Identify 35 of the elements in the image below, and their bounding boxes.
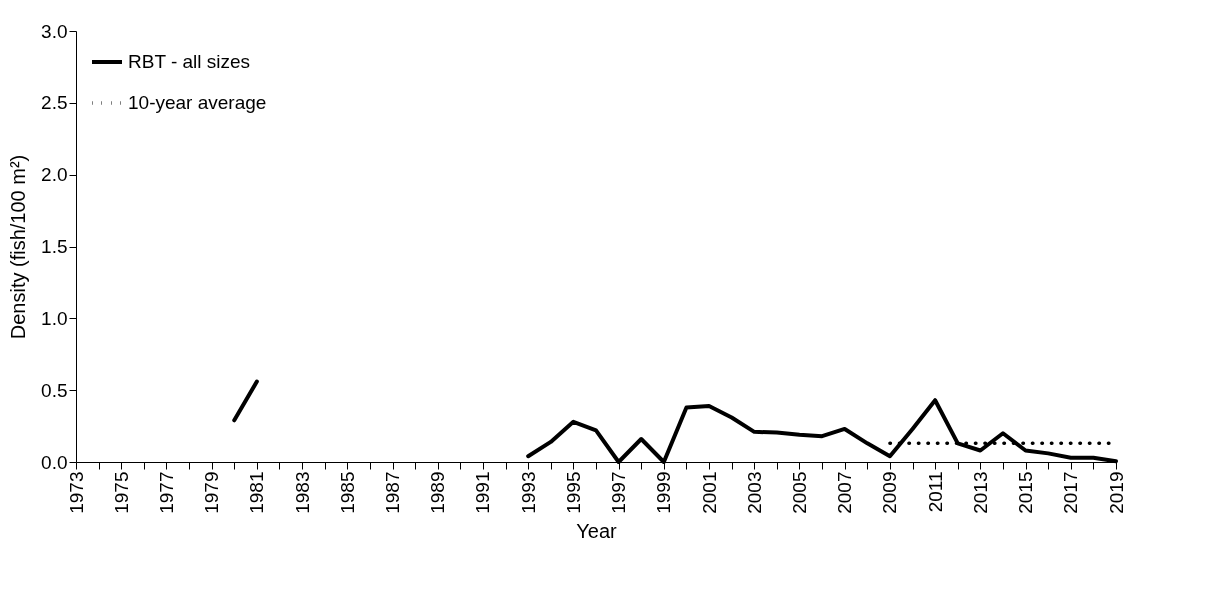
x-tick-label: 1981 xyxy=(246,471,268,514)
x-tick-label: 2019 xyxy=(1105,471,1127,514)
x-tick-label: 1999 xyxy=(653,471,675,514)
legend-label: 10-year average xyxy=(128,92,267,113)
x-tick-label: 2011 xyxy=(924,471,946,513)
x-tick-label: 1991 xyxy=(472,471,494,514)
x-tick-label: 2001 xyxy=(698,471,720,514)
x-tick-label: 2015 xyxy=(1015,471,1037,514)
x-tick-label: 1983 xyxy=(291,471,313,514)
y-tick-label: 1.5 xyxy=(41,236,68,257)
x-tick-label: 1985 xyxy=(336,471,358,514)
x-axis-title: Year xyxy=(576,519,618,542)
y-tick-label: 0.0 xyxy=(41,451,68,473)
x-tick-label: 2009 xyxy=(879,471,901,514)
x-tick-label: 1987 xyxy=(382,471,404,514)
x-tick-label: 2003 xyxy=(743,471,765,514)
x-tick-label: 1979 xyxy=(201,471,223,514)
x-tick-label: 1997 xyxy=(608,471,630,514)
x-tick-label: 1989 xyxy=(427,471,449,514)
x-tick-label: 1975 xyxy=(110,471,132,514)
x-tick-label: 1995 xyxy=(562,471,584,514)
y-tick-label: 1.0 xyxy=(41,307,68,329)
x-tick-label: 2005 xyxy=(788,471,810,514)
legend-label: RBT - all sizes xyxy=(128,51,251,72)
y-tick-label: 2.0 xyxy=(41,164,68,186)
x-tick-label: 2007 xyxy=(834,471,856,514)
x-tick-label: 2013 xyxy=(969,471,991,514)
y-axis-title: Density (fish/100 m²) xyxy=(7,154,30,340)
y-tick-label: 3.0 xyxy=(41,20,68,42)
x-tick-label: 1977 xyxy=(155,471,177,514)
x-tick-label: 1973 xyxy=(65,471,87,514)
x-tick-label: 2017 xyxy=(1060,471,1082,514)
y-tick-label: 2.5 xyxy=(41,92,68,114)
y-tick-label: 0.5 xyxy=(41,379,68,401)
x-tick-label: 1993 xyxy=(517,471,539,514)
